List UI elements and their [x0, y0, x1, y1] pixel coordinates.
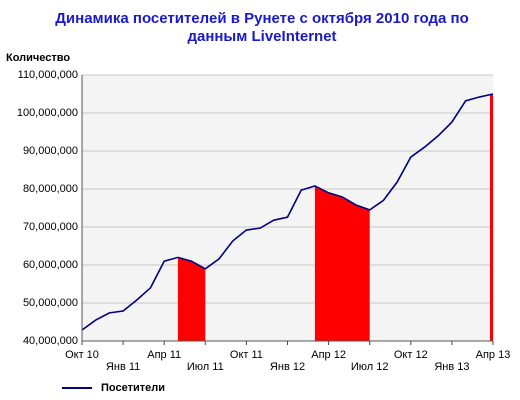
- chart-title: данным LiveInternet: [187, 28, 336, 45]
- y-tick-label: 70,000,000: [23, 221, 78, 233]
- x-tick-label: Июл 11: [187, 361, 224, 373]
- x-tick-label: Окт 10: [65, 349, 99, 361]
- chart-title: Динамика посетителей в Рунете с октября …: [55, 10, 469, 27]
- y-axis-label: Количество: [6, 52, 70, 64]
- area: [314, 185, 370, 341]
- y-tick-label: 60,000,000: [23, 259, 78, 271]
- y-tick-label: 40,000,000: [23, 335, 78, 347]
- x-tick-label: Апр 12: [311, 349, 346, 361]
- x-tick-label: Окт 12: [394, 349, 428, 361]
- x-tick-label: Янв 13: [434, 361, 469, 373]
- y-tick-label: 110,000,000: [18, 69, 78, 81]
- y-tick-label: 50,000,000: [23, 297, 78, 309]
- y-tick-label: 80,000,000: [23, 183, 78, 195]
- x-tick-label: Окт 11: [230, 349, 263, 361]
- x-tick-label: Апр 11: [147, 349, 181, 361]
- x-tick-label: Янв 12: [270, 361, 305, 373]
- legend-label: Посетители: [101, 382, 165, 394]
- line: [81, 93, 494, 331]
- y-tick-label: 90,000,000: [23, 145, 78, 157]
- plot-area: [82, 75, 493, 341]
- area: [177, 257, 206, 341]
- x-tick-label: Апр 13: [476, 349, 511, 361]
- area: [490, 94, 493, 341]
- y-tick-label: 100,000,000: [17, 107, 78, 119]
- x-tick-label: Июл 12: [351, 361, 389, 373]
- x-tick-label: Янв 11: [106, 361, 140, 373]
